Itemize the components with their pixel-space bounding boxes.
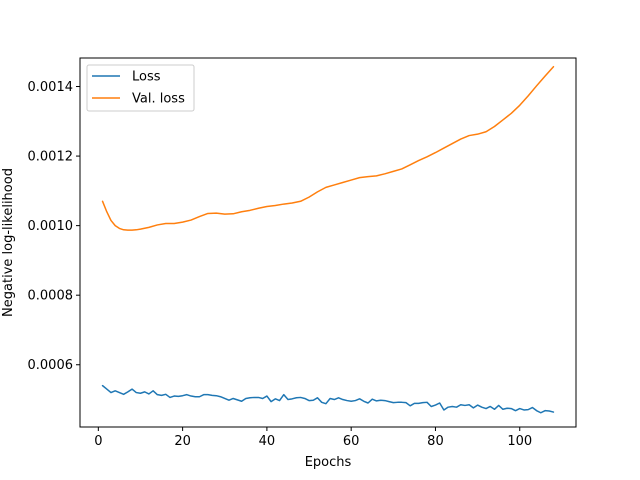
axes-layer: 0 20 40 60 80 100 0.0006 0.0008 0.0010 0.0012 0.00… — [28, 80, 533, 449]
legend-label-loss: Loss — [132, 70, 161, 85]
y-axis-label: Negative log-likelihood — [1, 168, 16, 317]
series-layer — [101, 65, 555, 414]
x-tick-label: 40 — [259, 434, 276, 449]
legend: Loss Val. loss — [86, 64, 195, 112]
x-tick-label: 100 — [507, 434, 532, 449]
x-tick-label: 80 — [427, 434, 444, 449]
x-tick-label: 60 — [343, 434, 360, 449]
series-line-loss — [101, 384, 555, 414]
y-tick-label: 0.0010 — [28, 219, 74, 234]
x-axis-label: Epochs — [305, 455, 352, 470]
x-tick-label: 20 — [174, 434, 191, 449]
legend-label-val-loss: Val. loss — [132, 92, 185, 107]
x-tick-label: 0 — [94, 434, 102, 449]
y-tick-label: 0.0014 — [28, 80, 74, 95]
plot-frame — [79, 57, 577, 428]
plot-area — [80, 58, 576, 427]
y-tick-label: 0.0006 — [28, 358, 74, 373]
series-line-val-loss — [101, 65, 555, 231]
y-tick-label: 0.0012 — [28, 150, 74, 165]
y-tick-label: 0.0008 — [28, 289, 74, 304]
